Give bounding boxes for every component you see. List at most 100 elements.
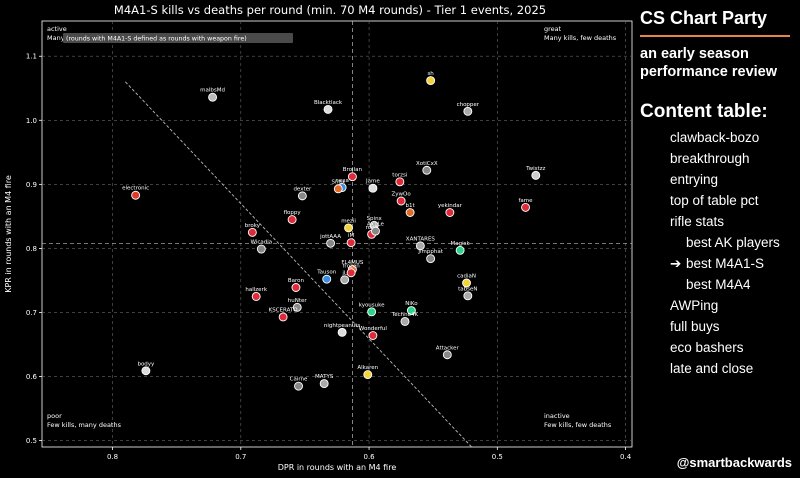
player-label: sh	[427, 71, 434, 77]
toc-item-label: best AK players	[686, 235, 780, 250]
toc-item[interactable]: entrying	[640, 169, 798, 190]
data-points: malbsMd Blacktlack sh chopper electronic Xoti…	[122, 71, 546, 391]
player-label: yekindar	[438, 203, 463, 209]
x-tick-label: 0.4	[620, 453, 632, 461]
player-point	[400, 316, 410, 326]
player-label: nexa	[335, 178, 348, 184]
player-label: NiKo	[405, 301, 418, 307]
player-point	[395, 177, 405, 187]
player-point	[531, 170, 541, 180]
player-point	[337, 327, 347, 337]
toc-item-label: rifle stats	[670, 214, 725, 229]
player-point	[344, 223, 353, 233]
player-point	[463, 291, 473, 301]
player-point	[297, 191, 307, 201]
toc-item[interactable]: best M4A4	[640, 274, 798, 295]
chart-title: M4A1-S kills vs deaths per round (min. 7…	[114, 3, 546, 17]
player-label: broky	[245, 223, 261, 229]
toc-item[interactable]: late and close	[640, 358, 798, 379]
player-label: dexter	[293, 186, 312, 192]
toc-item[interactable]: clawback-bozo	[640, 127, 798, 148]
toc-item[interactable]: AWPing	[640, 295, 798, 316]
player-point	[323, 104, 333, 114]
player-label: frozen	[343, 263, 361, 269]
toc-item[interactable]: ➔ best M4A1-S	[640, 253, 798, 274]
player-label: Twistzz	[525, 166, 545, 172]
player-point	[278, 312, 288, 322]
player-label: kyousuke	[359, 302, 385, 308]
player-label: jottAAA	[319, 234, 341, 240]
player-point	[131, 190, 141, 200]
player-label: Baron	[288, 278, 305, 284]
player-label: FL4MUS	[341, 260, 363, 266]
player-label: XANTARES	[406, 236, 436, 242]
player-label: KSCERATO	[269, 307, 299, 313]
player-point	[521, 202, 530, 212]
toc-item-label: eco bashers	[670, 340, 744, 355]
player-point	[462, 278, 471, 288]
player-point	[326, 238, 336, 248]
player-label: huNter	[288, 298, 308, 304]
player-label: ZywOo	[392, 192, 412, 198]
player-point	[396, 196, 406, 206]
toc-item[interactable]: breakthrough	[640, 148, 798, 169]
toc-item[interactable]: top of table pct	[640, 190, 798, 211]
toc-list: clawback-bozo breakthrough entrying top of …	[640, 127, 798, 379]
corner-top-left-title: active	[47, 25, 67, 33]
axes: 0.5 0.6 0.7 0.8 0.9 1.0 1.1 0.8 0.7 0.6 0.5 0.4	[26, 53, 632, 461]
toc-item-label: top of table pct	[670, 193, 759, 208]
toc-item-label: AWPing	[670, 298, 719, 313]
toc-item-label: full buys	[670, 319, 720, 334]
player-point	[256, 244, 266, 254]
x-tick-label: 0.6	[363, 453, 375, 461]
player-label: Attacker	[436, 345, 460, 351]
y-tick-label: 1.1	[26, 53, 37, 61]
scatter-chart: M4A1-S kills vs deaths per round (min. 7…	[4, 3, 633, 472]
player-label: Techno4K	[391, 312, 419, 318]
x-axis-label: DPR in rounds with an M4 fire	[278, 463, 397, 472]
player-point	[426, 254, 436, 264]
player-label: nightpeanuts	[324, 323, 361, 329]
player-point	[141, 366, 151, 376]
y-tick-label: 0.6	[26, 373, 38, 381]
player-label: iM	[348, 233, 355, 239]
y-tick-label: 0.7	[26, 309, 37, 317]
corner-bottom-right-desc: Few kills, few deaths	[544, 421, 612, 429]
player-label: malbsMd	[200, 88, 225, 94]
player-point	[347, 172, 357, 182]
author-handle: @smartbackwards	[676, 455, 792, 470]
corner-top-right-desc: Many kills, few deaths	[544, 34, 617, 42]
player-label: Brollan	[343, 167, 363, 173]
current-arrow-icon: ➔	[670, 256, 682, 271]
toc-item[interactable]: eco bashers	[640, 337, 798, 358]
player-label: Wonderful	[359, 326, 388, 332]
y-tick-label: 0.9	[26, 181, 37, 189]
player-label: Wicadia	[251, 240, 273, 246]
player-label: b1t	[406, 203, 416, 209]
player-point	[442, 350, 452, 360]
player-point	[405, 208, 415, 217]
toc-item[interactable]: full buys	[640, 316, 798, 337]
player-label: MATYS	[315, 374, 334, 380]
x-tick-label: 0.7	[235, 453, 246, 461]
player-point	[346, 268, 356, 278]
player-point	[208, 92, 218, 102]
player-point	[340, 275, 350, 285]
player-label: Cairne	[290, 377, 308, 383]
player-label: Jame	[365, 179, 380, 185]
player-label: XotiCxX	[416, 161, 438, 167]
toc-item[interactable]: rifle stats	[640, 211, 798, 232]
player-label: Jimpphat	[417, 249, 443, 255]
title-underline	[640, 35, 790, 37]
player-label: mezii	[341, 218, 356, 224]
player-point	[367, 307, 377, 317]
toc-item[interactable]: best AK players	[640, 232, 798, 253]
player-label: Tauson	[316, 270, 337, 276]
subtitle-line-1: an early season	[640, 46, 749, 62]
player-label: chopper	[457, 102, 480, 108]
corner-top-right: great Many kills, few deaths	[544, 25, 617, 42]
player-point	[422, 165, 432, 175]
x-tick-label: 0.5	[492, 453, 503, 461]
toc-item-label: clawback-bozo	[670, 130, 760, 145]
x-tick-label: 0.8	[107, 453, 118, 461]
